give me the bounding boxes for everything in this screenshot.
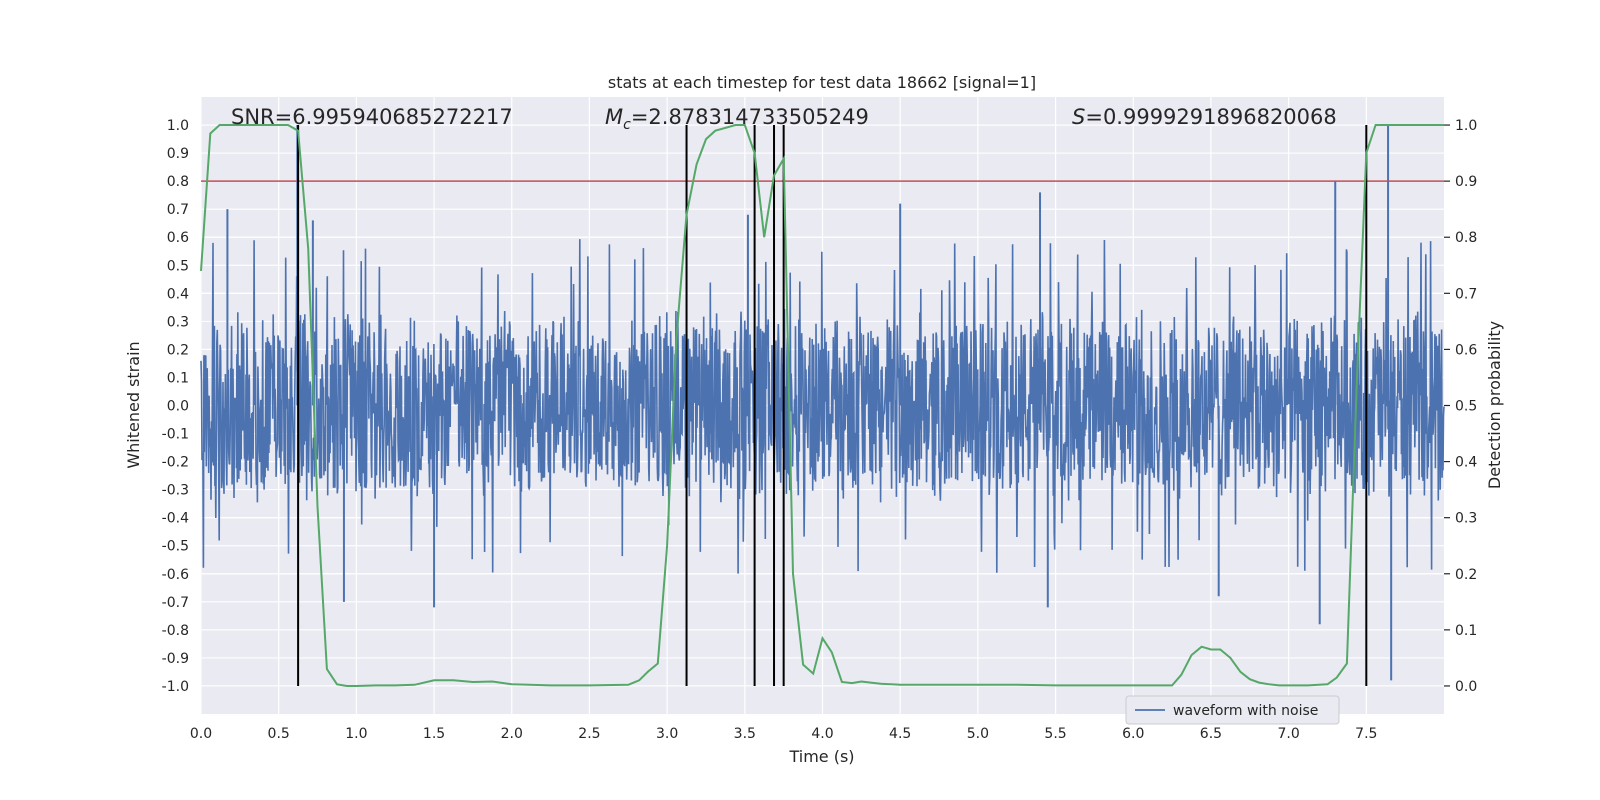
snr-annotation: SNR=6.995940685272217 (231, 105, 513, 129)
y-tick-label-9: 0.1 (167, 370, 189, 386)
probability-line-path (200, 124, 1444, 687)
y-tick-label-6: 0.4 (167, 286, 189, 302)
legend-entry-waveform: waveform with noise (1173, 703, 1318, 719)
y-tick-label-14: -0.4 (162, 511, 189, 527)
y-tick-label-18: -0.8 (162, 623, 189, 639)
x-tick-label-5: 2.5 (578, 726, 600, 742)
y-tick-label-7: 0.3 (167, 314, 189, 330)
y-axis-label: Whitened strain (124, 341, 143, 468)
y2-tick-label-6: 0.4 (1455, 455, 1477, 471)
x-tick-label-6: 3.0 (656, 726, 678, 742)
y2-tick-label-5: 0.5 (1455, 399, 1477, 415)
x-tick-label-3: 1.5 (423, 726, 445, 742)
y2-tick-label-2: 0.8 (1455, 230, 1477, 246)
y-tick-label-13: -0.3 (162, 483, 189, 499)
y-tick-label-8: 0.2 (167, 342, 189, 358)
y-tick-label-0: 1.0 (167, 118, 189, 134)
y-tick-label-1: 0.9 (167, 146, 189, 162)
y2-tick-label-3: 0.7 (1455, 286, 1477, 302)
x-tick-label-12: 6.0 (1122, 726, 1144, 742)
x-tick-label-0: 0.0 (190, 726, 212, 742)
x-tick-label-4: 2.0 (501, 726, 523, 742)
y2-tick-label-10: 0.0 (1455, 679, 1477, 695)
y2-axis-label: Detection probability (1485, 321, 1504, 489)
x-axis-label: Time (s) (788, 747, 854, 766)
y2-tick-label-4: 0.6 (1455, 342, 1477, 358)
y2-tick-label-9: 0.1 (1455, 623, 1477, 639)
waveform-noise-path (200, 239, 1445, 574)
y-tick-label-16: -0.6 (162, 567, 189, 583)
legend-box (1125, 695, 1340, 725)
x-tick-label-10: 5.0 (967, 726, 989, 742)
y2-tick-label-1: 0.9 (1455, 174, 1477, 190)
y-tick-label-12: -0.2 (162, 455, 189, 471)
y2-tick-labels: 1.0 0.9 0.8 0.7 0.6 0.5 0.4 0.3 0.2 0.1 0.0 (1444, 118, 1477, 695)
y-tick-label-5: 0.5 (167, 258, 189, 274)
y-tick-labels: 1.0 0.9 0.8 0.7 0.6 0.5 0.4 0.3 0.2 0.1 0.0 -0.1 -0.… (162, 118, 189, 695)
y2-tick-label-8: 0.2 (1455, 567, 1477, 583)
chirp-mass-value: =2.878314733505249 (631, 105, 869, 129)
y-tick-label-4: 0.6 (167, 230, 189, 246)
legend: waveform with noise (1125, 695, 1340, 725)
chirp-mass-annotation: Mc=2.878314733505249 (605, 105, 869, 133)
x-tick-label-15: 7.5 (1355, 726, 1377, 742)
x-tick-label-11: 5.5 (1044, 726, 1066, 742)
x-tick-label-1: 0.5 (268, 726, 290, 742)
x-tick-labels: 0.0 0.5 1.0 1.5 2.0 2.5 3.0 3.5 4.0 4.5 5.0 5.5 6.0 6… (190, 726, 1378, 742)
chirp-mass-symbol: M (605, 105, 623, 129)
y2-tick-label-7: 0.3 (1455, 511, 1477, 527)
detection-probability-series (200, 124, 1444, 687)
y-tick-label-17: -0.7 (162, 595, 189, 611)
x-tick-label-14: 7.0 (1277, 726, 1299, 742)
y2-tick-label-0: 1.0 (1455, 118, 1477, 134)
score-annotation: S=0.9999291896820068 (1072, 105, 1337, 129)
x-tick-label-7: 3.5 (734, 726, 756, 742)
y-tick-label-2: 0.8 (167, 174, 189, 190)
y-tick-label-20: -1.0 (162, 679, 189, 695)
chart-title: stats at each timestep for test data 186… (608, 73, 1036, 92)
x-tick-label-9: 4.5 (889, 726, 911, 742)
y-tick-label-11: -0.1 (162, 427, 189, 443)
x-tick-label-8: 4.0 (811, 726, 833, 742)
y-tick-label-19: -0.9 (162, 651, 189, 667)
x-tick-label-13: 6.5 (1200, 726, 1222, 742)
score-symbol: S (1072, 105, 1085, 129)
chirp-mass-subscript: c (623, 117, 631, 133)
y-tick-label-3: 0.7 (167, 202, 189, 218)
y-tick-label-10: 0.0 (167, 399, 189, 415)
score-value: =0.9999291896820068 (1085, 105, 1336, 129)
waveform-series (200, 125, 1445, 681)
x-tick-label-2: 1.0 (345, 726, 367, 742)
y-tick-label-15: -0.5 (162, 539, 189, 555)
